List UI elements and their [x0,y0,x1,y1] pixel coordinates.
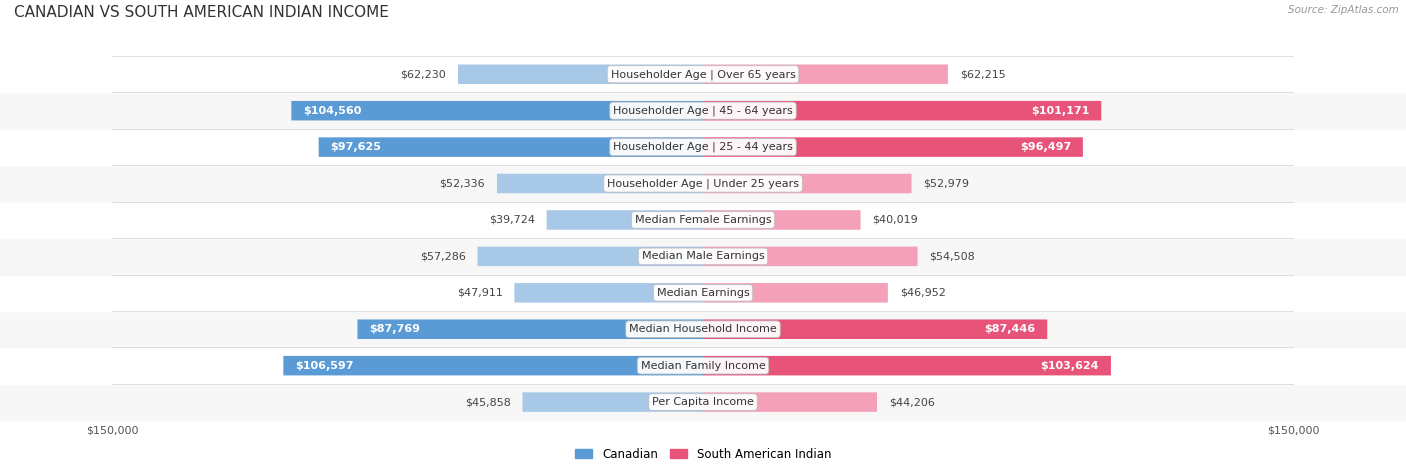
Legend: Canadian, South American Indian: Canadian, South American Indian [569,443,837,466]
FancyBboxPatch shape [458,64,703,84]
FancyBboxPatch shape [703,392,877,412]
FancyBboxPatch shape [703,174,911,193]
Text: $103,624: $103,624 [1040,361,1099,371]
Text: Householder Age | 45 - 64 years: Householder Age | 45 - 64 years [613,106,793,116]
Bar [0,347,1406,384]
Bar [0,275,1406,311]
Text: $52,979: $52,979 [924,178,969,189]
FancyBboxPatch shape [478,247,703,266]
FancyBboxPatch shape [703,210,860,230]
FancyBboxPatch shape [703,319,1047,339]
FancyBboxPatch shape [523,392,703,412]
Text: $87,769: $87,769 [370,324,420,334]
Text: $40,019: $40,019 [872,215,918,225]
FancyBboxPatch shape [291,101,703,120]
FancyBboxPatch shape [703,137,1083,157]
Text: Median Family Income: Median Family Income [641,361,765,371]
Text: Householder Age | Under 25 years: Householder Age | Under 25 years [607,178,799,189]
Text: $106,597: $106,597 [295,361,354,371]
FancyBboxPatch shape [547,210,703,230]
Text: Median Earnings: Median Earnings [657,288,749,298]
Text: $45,858: $45,858 [465,397,510,407]
Text: $57,286: $57,286 [420,251,465,262]
Bar [0,129,1406,165]
Text: Householder Age | 25 - 44 years: Householder Age | 25 - 44 years [613,142,793,152]
Text: $96,497: $96,497 [1019,142,1071,152]
Text: $47,911: $47,911 [457,288,502,298]
FancyBboxPatch shape [515,283,703,303]
Text: $52,336: $52,336 [440,178,485,189]
FancyBboxPatch shape [703,101,1101,120]
Text: $104,560: $104,560 [304,106,361,116]
FancyBboxPatch shape [703,247,918,266]
FancyBboxPatch shape [496,174,703,193]
Text: Median Male Earnings: Median Male Earnings [641,251,765,262]
Text: $44,206: $44,206 [889,397,935,407]
Text: Householder Age | Over 65 years: Householder Age | Over 65 years [610,69,796,79]
Text: CANADIAN VS SOUTH AMERICAN INDIAN INCOME: CANADIAN VS SOUTH AMERICAN INDIAN INCOME [14,5,389,20]
FancyBboxPatch shape [357,319,703,339]
FancyBboxPatch shape [319,137,703,157]
Bar [0,384,1406,420]
Text: $39,724: $39,724 [489,215,534,225]
FancyBboxPatch shape [284,356,703,375]
Bar [0,92,1406,129]
Text: $62,215: $62,215 [960,69,1005,79]
Text: Median Household Income: Median Household Income [628,324,778,334]
Text: Median Female Earnings: Median Female Earnings [634,215,772,225]
FancyBboxPatch shape [703,356,1111,375]
Text: Per Capita Income: Per Capita Income [652,397,754,407]
Bar [0,165,1406,202]
Text: $54,508: $54,508 [929,251,976,262]
Text: $97,625: $97,625 [330,142,381,152]
Text: $87,446: $87,446 [984,324,1035,334]
Text: $101,171: $101,171 [1031,106,1090,116]
FancyBboxPatch shape [703,283,887,303]
Text: $46,952: $46,952 [900,288,945,298]
Bar [0,311,1406,347]
Text: Source: ZipAtlas.com: Source: ZipAtlas.com [1288,5,1399,14]
Bar [0,202,1406,238]
Text: $62,230: $62,230 [401,69,446,79]
FancyBboxPatch shape [703,64,948,84]
Bar [0,238,1406,275]
Bar [0,56,1406,92]
